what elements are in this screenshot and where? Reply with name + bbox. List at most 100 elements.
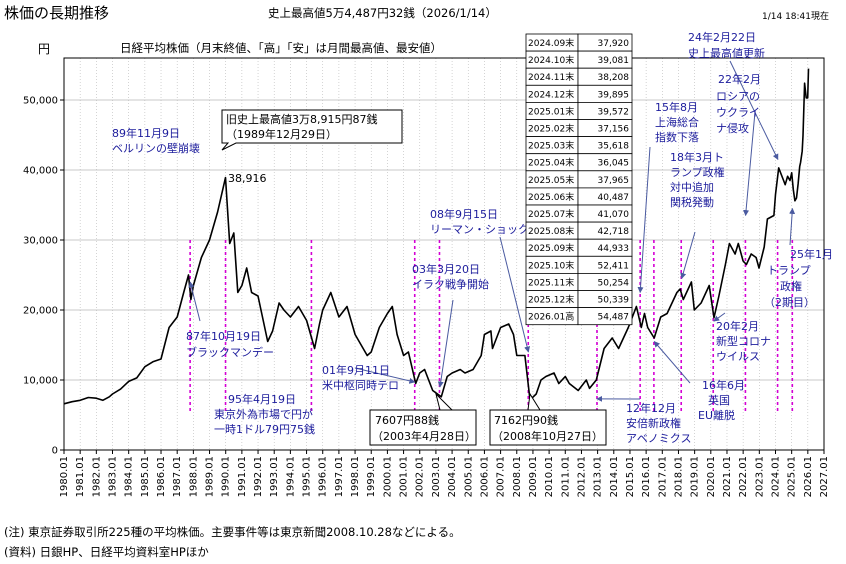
annotation-arrow [354,367,416,384]
x-tick-label: 1982.01 [91,456,102,497]
annotation-label: トランプ [767,264,811,277]
annotation-label: 22年2月 [718,72,761,86]
y-tick-label: 20,000 [23,306,58,317]
x-tick-label: 1996.01 [318,456,329,497]
annotation-label: ランプ政権 [670,165,725,179]
table-row-value: 44,933 [598,244,630,254]
source-note: (資料) 日銀HP、日経平均資料室HPほか [4,545,209,559]
table-row-value: 42,718 [598,227,630,237]
annotation-label: 7162円90銭 [494,414,558,427]
annotation-label: 03年3月20日 [412,262,480,276]
annotation-label: ナ侵攻 [716,121,749,135]
table-row-value: 37,965 [598,176,630,186]
x-tick-label: 2024.01 [770,456,781,497]
annotation-label: 08年9月15日 [430,207,498,221]
annotation-label: ベルリンの壁崩壊 [112,141,200,155]
x-tick-label: 1990.01 [221,456,232,497]
x-tick-label: 2019.01 [690,456,701,497]
table-row-value: 37,156 [598,125,630,135]
x-tick-label: 1986.01 [156,456,167,497]
annotation-label: 24年2月22日 [688,30,756,44]
table-row-label: 2025.06末 [528,191,574,203]
x-tick-label: 2007.01 [496,456,507,497]
annotation-label: イラク戦争開始 [412,277,489,291]
table-row-value: 54,487 [598,313,630,323]
table-row-label: 2025.09末 [528,242,574,254]
annotation-label: ウイルス [716,350,760,363]
annotation-label: リーマン・ショック [430,223,529,236]
table-row-value: 37,920 [598,39,630,49]
table-row-value: 39,572 [598,107,630,117]
annotation-label: 25年1月 [790,247,833,261]
plot-frame [63,57,825,451]
table-row-label: 2025.11末 [528,276,574,288]
x-tick-label: 2018.01 [673,456,684,497]
table-row-label: 2025.03末 [528,140,574,152]
x-tick-label: 1997.01 [334,456,345,497]
x-tick-label: 1992.01 [253,456,264,497]
table-row-value: 35,618 [598,142,630,152]
table-row-value: 40,487 [598,193,630,203]
x-tick-label: 1984.01 [124,456,135,497]
x-tick-label: 1983.01 [108,456,119,497]
timestamp: 1/14 18:41現在 [762,12,830,22]
table-row-value: 39,081 [598,56,630,66]
annotation-label: 18年3月ト [670,150,724,164]
callout-box-2008-low [489,392,607,446]
x-tick-label: 2021.01 [722,456,733,497]
annotation-arrow [188,281,201,322]
x-tick-label: 1998.01 [350,456,361,497]
annotation-arrow [789,207,796,246]
annotation-arrow [743,111,756,217]
annotation-label: ブラックマンデー [186,345,274,359]
table-row-label: 2024.11末 [528,71,574,83]
table-row-label: 2025.05末 [528,174,574,186]
annotation-label: 95年4月19日 [228,392,296,406]
x-tick-label: 2022.01 [738,456,749,497]
annotation-label: 対中追加 [670,180,714,194]
x-tick-label: 2025.01 [787,456,798,497]
chart-subtitle: 日経平均株価（月末終値、「高」「安」は月間最高値、最安値） [120,41,442,55]
x-tick-label: 2008.01 [512,456,523,497]
annotation-label: アベノミクス [626,432,691,445]
x-tick-label: 2013.01 [593,456,604,497]
annotation-label: 政権 [780,279,802,293]
table-row-value: 39,895 [598,90,630,100]
x-tick-label: 2002.01 [415,456,426,497]
table-row-label: 2024.12末 [528,88,574,100]
annotation-label: 38,916 [228,172,267,185]
x-tick-label: 1989.01 [205,456,216,497]
annotation-label: （1989年12月29日） [226,127,337,141]
annotation-arrow [637,146,651,294]
annotation-label: （2003年4月28日） [372,429,476,443]
table-row-value: 38,208 [598,73,630,83]
y-tick-label: 10,000 [23,376,58,387]
x-tick-label: 2014.01 [609,456,620,497]
annotation-label: 新型コロナ [716,334,771,348]
footnote: (注) 東京証券取引所225種の平均株価。主要事件等は東京新聞2008.10.2… [4,525,461,539]
annotation-label: 一時1ドル79円75銭 [214,423,315,436]
annotation-arrow [729,60,779,161]
table-row-label: 2025.02末 [528,123,574,135]
x-tick-label: 1994.01 [285,456,296,497]
y-axis-unit-label: 円 [38,42,51,56]
table-row-value: 36,045 [598,159,630,169]
nikkei-series-line [63,68,810,405]
table-row-value: 41,070 [598,210,630,220]
x-tick-label: 2017.01 [657,456,668,497]
annotation-label: 安倍新政権 [626,416,681,430]
x-tick-label: 1995.01 [302,456,313,497]
x-tick-label: 2020.01 [706,456,717,497]
annotation-label: 20年2月 [716,319,759,333]
annotation-label: ウクライ [716,106,760,119]
annotation-label: 指数下落 [655,130,699,144]
annotation-label: EU離脱 [698,408,735,422]
table-row-label: 2025.04末 [528,157,574,169]
x-tick-label: 1988.01 [188,456,199,497]
x-tick-label: 2011.01 [560,456,571,497]
table-row-label: 2025.07末 [528,208,574,220]
table-row-label: 2024.10末 [528,54,574,66]
table-row-value: 50,339 [598,296,630,306]
x-tick-label: 1981.01 [75,456,86,497]
